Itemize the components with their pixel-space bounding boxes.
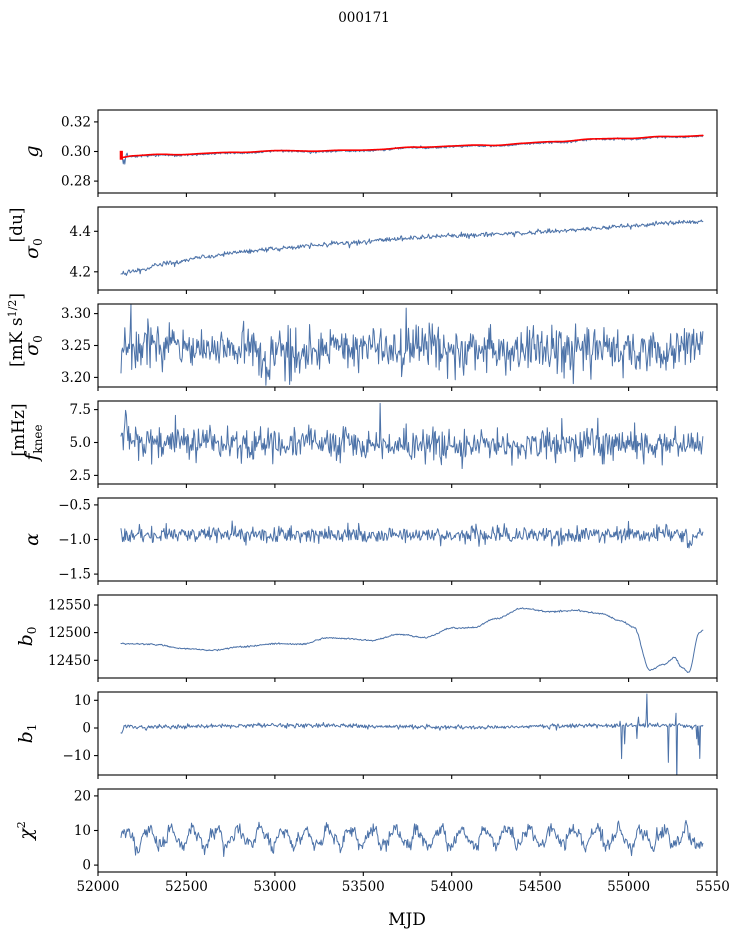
panel-data-group [120,402,704,470]
y-axis-label-panel-g: g [21,145,43,157]
x-tick-label: 53500 [342,879,385,895]
panel-frame [97,109,718,194]
panel-frame [97,497,718,582]
x-tick-label: 53000 [253,879,296,895]
y-unit-du: [du] [7,207,27,242]
panel-fknee: 2.5 5.0 7.5 [70,400,718,488]
y-tick-label: 10 [74,693,91,709]
panel-sigma0-du: 4.2 4.4 [70,206,718,294]
y-tick-label: 3.20 [61,370,91,386]
y-tick-label: 2.5 [70,468,91,484]
y-tick-label: 7.5 [70,402,91,418]
y-axis-label-panel-sigma0-mk: σ0 [21,335,45,356]
y-tick-label: 0.32 [61,114,91,130]
series-gain-smooth-fit [120,134,704,159]
panel-alpha: −1.5 −1.0 −0.5 [58,497,718,585]
y-tick-label: 4.2 [70,264,91,280]
y-unit-mk-s: [mK s1/2] [6,293,27,367]
panel-frame [97,206,718,291]
y-tick-label: 12550 [48,598,91,614]
y-tick-label: 3.25 [61,338,91,354]
panel-sigma0-mk: 3.20 3.25 3.30 [61,303,718,391]
series-fknee [120,402,704,470]
y-tick-label: −1.5 [58,567,91,583]
series-b0 [120,607,704,673]
y-tick-label: 0.28 [61,174,91,190]
x-tick-label: 52000 [77,879,120,895]
y-tick-label: 0.30 [61,144,91,160]
y-tick-label: 12450 [48,653,91,669]
y-tick-label: 10 [74,823,91,839]
series-gain [120,135,704,165]
y-axis-label-panel-b1: b1 [15,724,39,744]
panel-data-group [120,219,704,276]
panel-frame [97,594,718,679]
panel-b1: −10 0 10 [63,691,718,779]
panel-chi2: 0 10 20 52000 52500 53000 53500 54000 54500 55000… [74,788,729,895]
series-sigma0-mk [120,304,704,386]
series-alpha [120,520,704,549]
panel-g: 0.28 0.30 0.32 [61,109,718,197]
y-tick-label: 4.4 [70,224,91,240]
panel-b0: 12450 12500 12550 [48,594,718,682]
y-tick-label: 12500 [48,625,91,641]
x-tick-label: 54000 [430,879,473,895]
series-chi2 [120,819,704,857]
y-tick-label: 0 [82,858,91,874]
panel-frame [97,691,718,776]
panel-data-group [120,819,704,857]
y-tick-label: 0 [82,721,91,737]
y-tick-label: 20 [74,789,91,805]
x-tick-label: 55500 [696,879,729,895]
x-tick-label: 54500 [519,879,562,895]
panel-data-group [119,134,704,165]
y-axis-label-panel-fknee: fknee [21,424,45,462]
x-tick-label: 55000 [607,879,650,895]
y-tick-label: 3.30 [61,306,91,322]
panel-data-group [120,607,704,673]
series-b1 [120,693,704,775]
panel-data-group [120,520,704,549]
plot-title: 000171 [338,10,390,26]
x-tick-label: 52500 [165,879,208,895]
y-tick-label: −10 [63,748,92,764]
y-tick-label: −1.0 [58,532,91,548]
y-axis-label-panel-b0: b0 [15,627,39,647]
y-tick-label: 5.0 [70,435,91,451]
panel-data-group [120,304,704,386]
y-axis-label-panel-sigma0-du: σ0 [21,238,45,259]
series-sigma0-du [120,219,704,276]
x-axis-label: MJD [388,910,426,930]
y-axis-label-panel-alpha: α [21,533,43,546]
y-axis-label-panel-chi2: χ2 [15,821,37,842]
y-tick-label: −0.5 [58,498,91,514]
panel-data-group [120,693,704,775]
y-unit-mhz: [mHz] [9,403,29,456]
